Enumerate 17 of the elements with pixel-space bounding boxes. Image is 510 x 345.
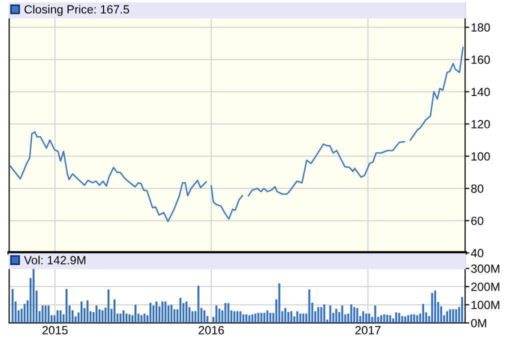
- y-tick-label: 180: [472, 23, 490, 32]
- y-tick-label: 100: [472, 152, 490, 161]
- y-tick-label: 60: [471, 216, 484, 226]
- y-tick-label: 80: [471, 184, 484, 193]
- y-tick-label: 120: [472, 120, 490, 128]
- y-tick-label: 40: [470, 248, 484, 258]
- y-tick-label: 100M: [472, 300, 500, 310]
- y-tick-label: 160: [472, 56, 490, 64]
- legend-label: Vol: 142.9M: [24, 256, 86, 264]
- y-tick-label: 300M: [471, 264, 500, 273]
- x-tick-label: 2016: [198, 326, 224, 334]
- x-tick-label: 2015: [42, 326, 68, 334]
- y-tick-label: 200M: [471, 282, 500, 291]
- y-tick-label: 0M: [471, 318, 486, 328]
- legend-label: Closing Price: 167.5: [24, 4, 130, 16]
- x-tick-label: 2017: [355, 326, 380, 334]
- y-tick-label: 140: [472, 88, 490, 96]
